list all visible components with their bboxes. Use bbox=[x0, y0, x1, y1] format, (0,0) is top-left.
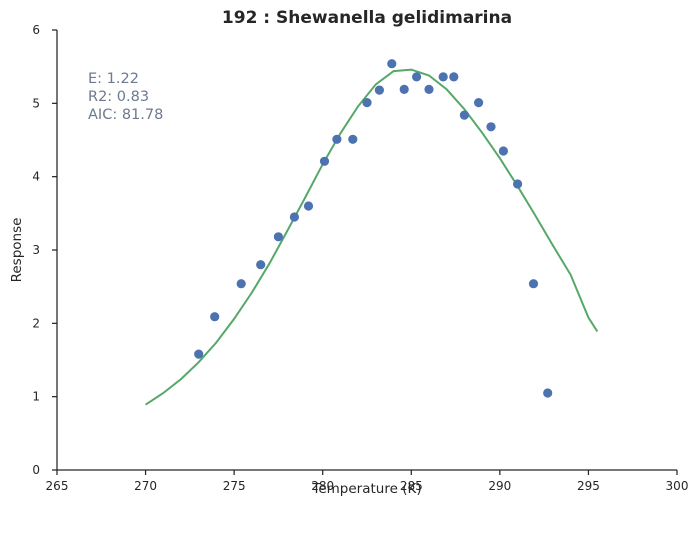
data-point bbox=[236, 279, 246, 289]
y-tick-label: 3 bbox=[32, 243, 40, 257]
data-point bbox=[424, 84, 434, 94]
plot-area: 265 270 275 280 285 290 295 300 0 1 2 3 4 5 6 bbox=[32, 23, 688, 493]
data-point bbox=[348, 134, 358, 144]
data-point bbox=[374, 85, 384, 95]
data-point bbox=[412, 72, 422, 82]
data-point bbox=[289, 212, 299, 222]
r2-statistic: R2: 0.83 bbox=[88, 89, 149, 105]
x-tick-label: 290 bbox=[488, 479, 511, 493]
y-tick-label: 2 bbox=[32, 316, 40, 330]
data-point bbox=[459, 110, 469, 120]
data-point bbox=[399, 84, 409, 94]
x-tick-label: 295 bbox=[577, 479, 600, 493]
e-statistic: E: 1.22 bbox=[88, 71, 139, 87]
x-axis-ticks: 265 270 275 280 285 290 295 300 bbox=[46, 470, 689, 493]
y-tick-label: 5 bbox=[32, 96, 40, 110]
fit-statistics: E: 1.22 R2: 0.83 AIC: 81.78 bbox=[88, 71, 163, 123]
data-point bbox=[273, 232, 283, 242]
y-tick-label: 0 bbox=[32, 463, 40, 477]
x-tick-label: 280 bbox=[311, 479, 334, 493]
x-tick-label: 285 bbox=[400, 479, 423, 493]
data-point bbox=[362, 98, 372, 108]
data-point bbox=[498, 146, 508, 156]
data-point bbox=[438, 72, 448, 82]
aic-statistic: AIC: 81.78 bbox=[88, 107, 163, 123]
data-point bbox=[449, 72, 459, 82]
y-tick-label: 4 bbox=[32, 170, 40, 184]
data-point bbox=[256, 260, 266, 270]
x-axis-label: Temperature (K) bbox=[311, 481, 421, 497]
fitted-curve-line bbox=[145, 68, 599, 406]
data-point bbox=[528, 279, 539, 289]
data-point bbox=[474, 98, 484, 108]
data-point bbox=[543, 388, 553, 398]
data-point bbox=[513, 179, 523, 189]
data-point bbox=[194, 349, 204, 359]
x-tick-label: 270 bbox=[134, 479, 157, 493]
x-tick-label: 300 bbox=[666, 479, 689, 493]
x-tick-label: 265 bbox=[46, 479, 69, 493]
data-point bbox=[387, 59, 397, 69]
y-axis-ticks: 0 1 2 3 4 5 6 bbox=[32, 23, 57, 477]
data-point bbox=[332, 134, 342, 144]
y-tick-label: 6 bbox=[32, 23, 40, 37]
x-tick-label: 275 bbox=[223, 479, 246, 493]
y-axis-label: Response bbox=[9, 218, 25, 283]
data-point bbox=[210, 312, 220, 322]
data-point bbox=[319, 156, 330, 166]
observed-points bbox=[194, 59, 553, 398]
data-point bbox=[486, 122, 496, 132]
data-point bbox=[303, 201, 314, 211]
chart-title: 192 : Shewanella gelidimarina bbox=[222, 8, 512, 28]
y-tick-label: 1 bbox=[32, 390, 40, 404]
